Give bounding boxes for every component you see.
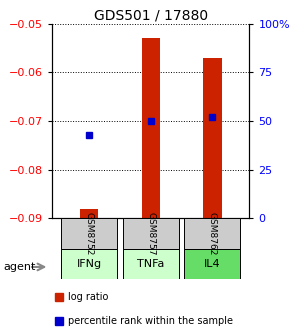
Text: GSM8762: GSM8762 (208, 212, 217, 255)
Text: IL4: IL4 (204, 259, 221, 269)
Bar (61, 218, 117, 249)
Text: GSM8752: GSM8752 (85, 212, 94, 255)
Text: log ratio: log ratio (68, 292, 109, 302)
Text: GSM8757: GSM8757 (146, 212, 155, 255)
Text: agent: agent (3, 262, 35, 272)
Bar (123, 249, 179, 279)
Title: GDS501 / 17880: GDS501 / 17880 (94, 8, 208, 23)
Text: percentile rank within the sample: percentile rank within the sample (68, 316, 233, 326)
Bar (142, 38, 160, 218)
Bar (123, 218, 179, 249)
Text: IFNg: IFNg (77, 259, 102, 269)
Bar (61, 249, 117, 279)
Bar (203, 57, 222, 218)
Bar (184, 249, 240, 279)
Bar (184, 218, 240, 249)
Bar (80, 209, 98, 218)
Text: TNFa: TNFa (137, 259, 164, 269)
